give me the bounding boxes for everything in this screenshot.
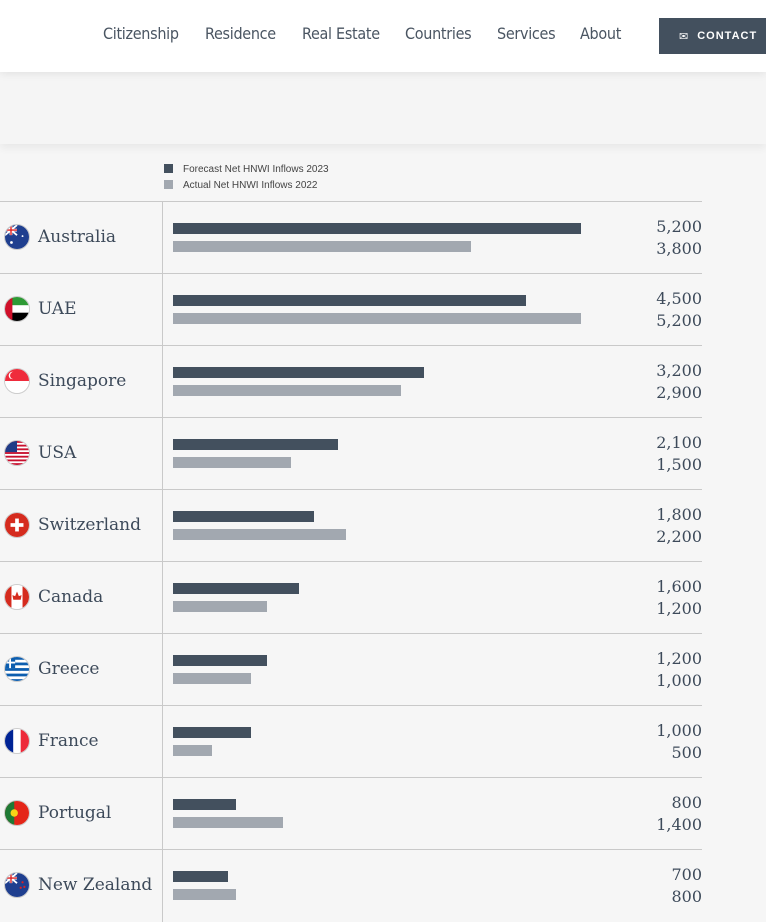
column-divider <box>162 346 163 418</box>
nav-real-estate[interactable]: Real Estate <box>302 24 380 43</box>
actual-value-label: 3,800 <box>656 239 702 258</box>
forecast-value-label: 3,200 <box>656 361 702 380</box>
australia-flag-icon <box>4 224 30 250</box>
column-divider <box>162 562 163 634</box>
singapore-flag-icon <box>4 368 30 394</box>
forecast-bar <box>173 583 299 594</box>
usa-flag-icon <box>4 440 30 466</box>
actual-bar <box>173 457 291 468</box>
greece-flag-icon <box>4 656 30 682</box>
actual-bar <box>173 817 283 828</box>
column-divider <box>162 850 163 922</box>
legend-forecast: Forecast Net HNWI Inflows 2023 <box>164 164 329 175</box>
column-divider <box>162 706 163 778</box>
country-label: Portugal <box>38 803 112 823</box>
column-divider <box>162 778 163 850</box>
column-divider <box>162 274 163 346</box>
forecast-value-label: 700 <box>671 865 702 884</box>
country-label: Canada <box>38 587 104 607</box>
column-divider <box>162 634 163 706</box>
actual-value-label: 2,200 <box>656 527 702 546</box>
actual-value-label: 1,000 <box>656 671 702 690</box>
forecast-bar <box>173 655 268 666</box>
actual-bar <box>173 673 252 684</box>
new-zealand-flag-icon <box>4 872 30 898</box>
country-label: France <box>38 731 99 751</box>
country-label: Greece <box>38 659 100 679</box>
portugal-flag-icon <box>4 800 30 826</box>
contact-button[interactable]: ✉ CONTACT <box>659 18 766 54</box>
actual-bar <box>173 745 213 756</box>
nav-about[interactable]: About <box>580 24 622 43</box>
actual-value-label: 500 <box>671 743 702 762</box>
chart-rows: Australia 5,200 3,800 UAE 4,500 5,200 Singapor… <box>0 201 702 922</box>
actual-value-label: 1,500 <box>656 455 702 474</box>
actual-bar <box>173 889 236 900</box>
nav-citizenship[interactable]: Citizenship <box>103 24 179 43</box>
chart-row: New Zealand 700 800 <box>0 849 702 922</box>
actual-value-label: 2,900 <box>656 383 702 402</box>
actual-value-label: 5,200 <box>656 311 702 330</box>
chart-row: Portugal 800 1,400 <box>0 777 702 850</box>
chart-row: Switzerland 1,800 2,200 <box>0 489 702 562</box>
forecast-value-label: 2,100 <box>656 433 702 452</box>
actual-bar <box>173 601 268 612</box>
forecast-bar <box>173 511 315 522</box>
forecast-value-label: 1,600 <box>656 577 702 596</box>
country-label: Singapore <box>38 371 127 391</box>
actual-bar <box>173 529 346 540</box>
forecast-value-label: 4,500 <box>656 289 702 308</box>
forecast-bar <box>173 439 338 450</box>
forecast-bar <box>173 871 228 882</box>
forecast-bar <box>173 799 236 810</box>
hero-band <box>0 72 766 144</box>
column-divider <box>162 418 163 490</box>
forecast-bar <box>173 367 425 378</box>
legend-actual: Actual Net HNWI Inflows 2022 <box>164 180 318 191</box>
column-divider <box>162 490 163 562</box>
legend-label: Actual Net HNWI Inflows 2022 <box>183 180 318 191</box>
forecast-value-label: 800 <box>671 793 702 812</box>
switzerland-flag-icon <box>4 512 30 538</box>
chart-row: Canada 1,600 1,200 <box>0 561 702 634</box>
actual-bar <box>173 385 401 396</box>
legend-swatch <box>164 180 173 189</box>
actual-bar <box>173 313 581 324</box>
france-flag-icon <box>4 728 30 754</box>
actual-bar <box>173 241 472 252</box>
site-header: Citizenship Residence Real Estate Countr… <box>0 0 766 72</box>
chart-row: Greece 1,200 1,000 <box>0 633 702 706</box>
forecast-value-label: 1,800 <box>656 505 702 524</box>
chart-row: USA 2,100 1,500 <box>0 417 702 490</box>
forecast-value-label: 5,200 <box>656 217 702 236</box>
actual-value-label: 1,200 <box>656 599 702 618</box>
contact-label: CONTACT <box>697 30 758 42</box>
country-label: New Zealand <box>38 875 153 895</box>
forecast-value-label: 1,200 <box>656 649 702 668</box>
envelope-icon: ✉ <box>679 30 690 43</box>
chart-row: Australia 5,200 3,800 <box>0 201 702 274</box>
legend-swatch <box>164 164 173 173</box>
actual-value-label: 800 <box>671 887 702 906</box>
actual-value-label: 1,400 <box>656 815 702 834</box>
chart-row: Singapore 3,200 2,900 <box>0 345 702 418</box>
canada-flag-icon <box>4 584 30 610</box>
forecast-bar <box>173 295 527 306</box>
forecast-bar <box>173 223 581 234</box>
chart-row: UAE 4,500 5,200 <box>0 273 702 346</box>
nav-residence[interactable]: Residence <box>205 24 276 43</box>
nav-services[interactable]: Services <box>497 24 556 43</box>
column-divider <box>162 202 163 274</box>
country-label: USA <box>38 443 77 463</box>
legend-label: Forecast Net HNWI Inflows 2023 <box>183 164 329 175</box>
forecast-bar <box>173 727 252 738</box>
country-label: Switzerland <box>38 515 142 535</box>
country-label: Australia <box>38 227 117 247</box>
forecast-value-label: 1,000 <box>656 721 702 740</box>
country-label: UAE <box>38 299 77 319</box>
uae-flag-icon <box>4 296 30 322</box>
nav-countries[interactable]: Countries <box>405 24 472 43</box>
chart-row: France 1,000 500 <box>0 705 702 778</box>
